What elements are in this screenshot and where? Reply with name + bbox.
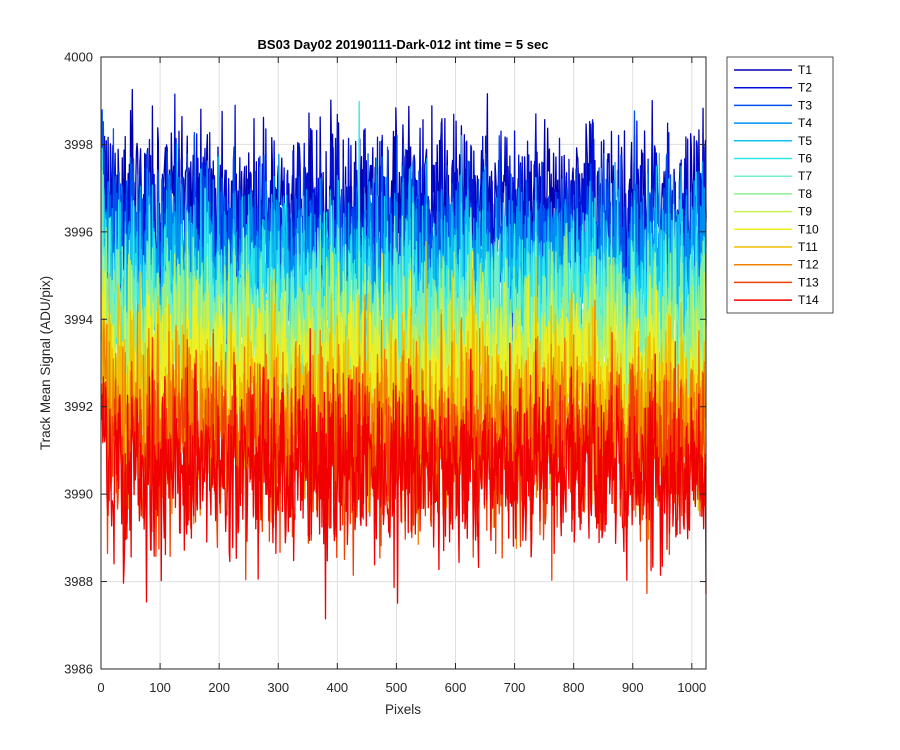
x-tick-label: 0 [97, 680, 104, 695]
y-tick-label: 3996 [64, 224, 93, 239]
axes-box [100, 56, 707, 670]
legend-label-t6: T6 [798, 152, 812, 166]
legend-label-t7: T7 [798, 169, 812, 183]
series-line-t14 [100, 328, 707, 620]
series-line-t12 [100, 294, 707, 549]
x-tick-label: 400 [326, 680, 348, 695]
legend-label-t12: T12 [798, 258, 819, 272]
legend-label-t3: T3 [798, 98, 812, 112]
legend-label-t1: T1 [798, 63, 812, 77]
x-tick-label: 100 [149, 680, 171, 695]
y-tick-label: 3994 [64, 312, 93, 327]
x-tick-label: 200 [208, 680, 230, 695]
legend: T1 T2 T3 T4 T5 T6 T7 T8 T9 T10 T11 T12 T13 T14 [726, 56, 834, 314]
y-tick-label: 3998 [64, 137, 93, 152]
legend-label-t14: T14 [798, 293, 819, 307]
legend-label-t2: T2 [798, 81, 812, 95]
y-tick-label: 3992 [64, 399, 93, 414]
x-tick-label: 800 [563, 680, 585, 695]
axis-ticks: 0 100 200 300 400 500 600 700 800 900 1000 3986 3988… [64, 50, 706, 696]
x-axis-label: Pixels [385, 702, 421, 717]
y-tick-label: 3986 [64, 662, 93, 677]
x-tick-label: 500 [386, 680, 408, 695]
legend-label-t13: T13 [798, 275, 819, 289]
x-tick-label: 700 [504, 680, 526, 695]
x-tick-label: 300 [267, 680, 289, 695]
y-tick-label: 4000 [64, 50, 93, 65]
y-tick-label: 3988 [64, 574, 93, 589]
y-tick-label: 3990 [64, 487, 93, 502]
chart-title: BS03 Day02 20190111-Dark-012 int time = … [258, 37, 549, 52]
legend-label-t9: T9 [798, 205, 812, 219]
x-tick-label: 1000 [677, 680, 706, 695]
legend-label-t5: T5 [798, 134, 812, 148]
legend-box [726, 56, 834, 314]
legend-label-t10: T10 [798, 222, 819, 236]
legend-label-t11: T11 [798, 240, 818, 254]
legend-label-t8: T8 [798, 187, 812, 201]
legend-label-t4: T4 [798, 116, 812, 130]
y-axis-label: Track Mean Signal (ADU/pix) [38, 276, 53, 450]
series-lines [100, 88, 707, 620]
x-tick-label: 900 [622, 680, 644, 695]
x-tick-label: 600 [445, 680, 467, 695]
